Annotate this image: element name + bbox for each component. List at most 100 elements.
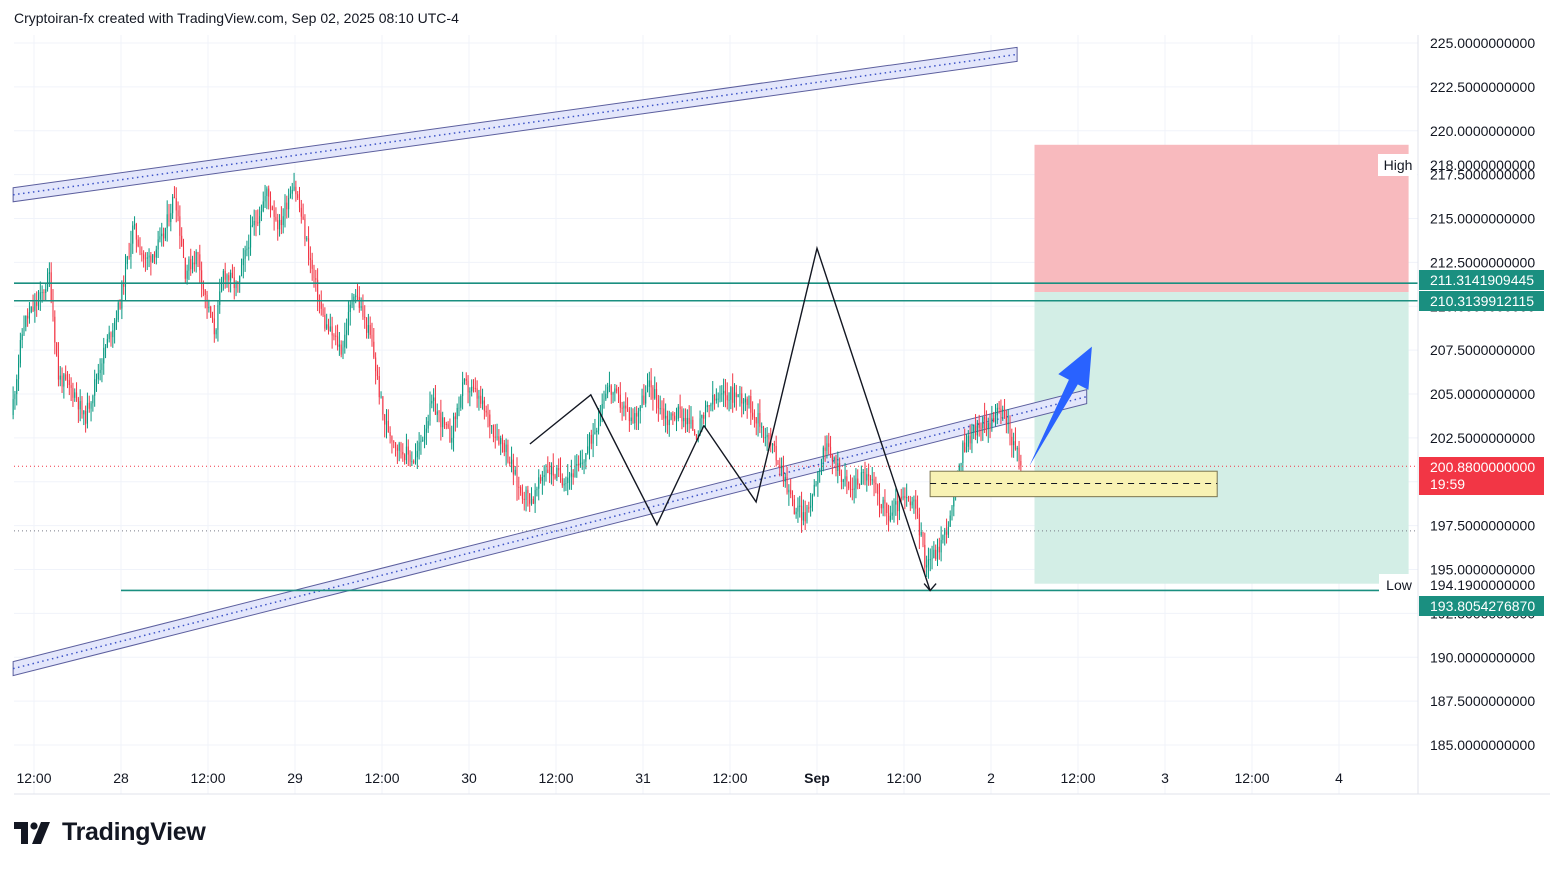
candle-body — [411, 461, 413, 463]
candle-body — [779, 464, 781, 469]
candle-body — [19, 340, 21, 364]
candle-body — [839, 463, 841, 475]
candle-body — [371, 334, 373, 342]
candle-body — [862, 472, 864, 474]
candle-body — [797, 505, 799, 512]
candle-body — [413, 461, 415, 463]
candle-body — [685, 417, 687, 425]
candle-body — [523, 498, 525, 500]
candle-body — [144, 258, 146, 260]
candle-body — [445, 423, 447, 425]
candle-body — [440, 412, 442, 428]
candle-body — [30, 306, 32, 313]
candle-body — [271, 206, 273, 211]
tradingview-logo[interactable]: TradingView — [14, 818, 206, 847]
candle-body — [476, 388, 478, 399]
candle-body — [570, 473, 572, 477]
candle-body — [391, 435, 393, 442]
level-tag-1-box — [1419, 270, 1544, 290]
candle-body — [826, 443, 828, 451]
candle-body — [701, 414, 703, 419]
candle-body — [924, 544, 926, 568]
candle-body — [483, 400, 485, 411]
candle-body — [967, 435, 969, 447]
candle-body — [482, 400, 484, 404]
candle-body — [558, 468, 560, 471]
candle-body — [784, 476, 786, 482]
candle-body — [563, 483, 565, 486]
candle-body — [148, 255, 150, 258]
candle-body — [782, 465, 784, 482]
candle-body — [153, 254, 156, 258]
y-tick-label: 225.0000000000 — [1430, 35, 1535, 51]
candle-body — [217, 305, 219, 330]
candle-body — [405, 446, 407, 461]
candle-body — [467, 380, 469, 393]
candle-body — [65, 374, 67, 380]
candle-body — [766, 434, 768, 438]
candle-body — [670, 413, 672, 420]
candle-body — [188, 259, 190, 271]
level-tag-3: 193.8054276870 — [1430, 598, 1535, 614]
candle-body — [605, 393, 607, 400]
x-tick-label: 12:00 — [886, 770, 921, 786]
candle-body — [520, 487, 522, 493]
candle-body — [28, 312, 30, 319]
countdown-tag: 19:59 — [1430, 476, 1465, 492]
candle-body — [124, 264, 127, 287]
candle-body — [657, 399, 659, 409]
x-tick-label: 2 — [987, 770, 995, 786]
candle-body — [868, 474, 870, 477]
candle-body — [612, 392, 614, 395]
candle-body — [761, 426, 763, 428]
candle-body — [126, 256, 128, 265]
candle-body — [137, 239, 139, 247]
upper-channel-band — [12, 46, 1018, 203]
candle-body — [375, 357, 377, 372]
candle-body — [164, 228, 166, 239]
candle-body — [215, 329, 217, 335]
candle-body — [931, 558, 933, 560]
candle-body — [106, 338, 108, 348]
candle-body — [536, 488, 538, 491]
candle-body — [549, 473, 551, 475]
candle-body — [264, 196, 266, 202]
level-tag-1: 211.3141909445 — [1430, 272, 1534, 288]
candle-body — [572, 473, 574, 478]
candle-body — [994, 415, 997, 422]
candle-body — [364, 316, 366, 318]
y-tick-label: 187.5000000000 — [1430, 693, 1535, 709]
candle-body — [886, 503, 888, 514]
candle-body — [610, 385, 612, 395]
candle-body — [866, 474, 868, 481]
candle-body — [710, 404, 712, 407]
candle-body — [507, 444, 509, 462]
candle-body — [41, 292, 43, 294]
y-tick-label: 215.0000000000 — [1430, 211, 1535, 227]
candle-body — [451, 437, 453, 443]
candle-body — [665, 415, 667, 419]
candle-body — [76, 392, 78, 399]
candle-body — [289, 193, 291, 198]
candle-body — [726, 395, 728, 401]
candle-body — [329, 326, 331, 332]
low-label: Low — [1386, 577, 1413, 593]
candle-body — [295, 186, 297, 195]
candle-body — [110, 332, 112, 338]
candle-body — [724, 390, 726, 396]
candle-body — [746, 398, 748, 405]
candle-body — [982, 416, 984, 428]
x-tick-label: Sep — [804, 770, 830, 786]
candle-body — [835, 457, 837, 472]
candle-body — [275, 216, 277, 221]
candle-body — [815, 484, 817, 486]
level-tag-3-box — [1419, 596, 1544, 616]
candle-body — [478, 395, 480, 399]
x-tick-label: 4 — [1335, 770, 1343, 786]
candle-body — [926, 565, 928, 568]
pattern-zigzag — [529, 245, 931, 591]
candle-body — [781, 465, 783, 469]
candle-body — [159, 236, 161, 240]
candle-body — [538, 477, 540, 489]
